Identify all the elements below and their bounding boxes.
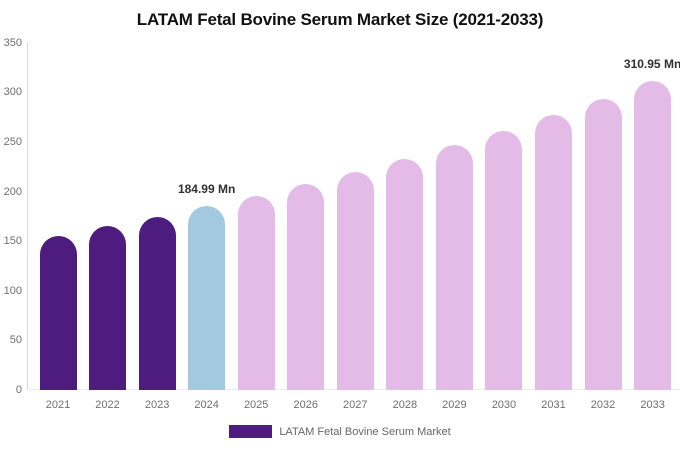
bar-2021[interactable] <box>39 235 77 390</box>
x-tick-label-2031: 2031 <box>541 399 566 411</box>
y-tick-label-50: 50 <box>9 334 22 347</box>
legend-label: LATAM Fetal Bovine Serum Market <box>279 425 451 438</box>
bar-2029[interactable] <box>435 145 473 390</box>
bar-2032[interactable] <box>584 98 622 390</box>
bar-2024[interactable] <box>188 206 226 390</box>
bar-2022[interactable] <box>89 226 127 390</box>
x-tick-label-2030: 2030 <box>491 399 517 411</box>
x-tick-label-2028: 2028 <box>392 399 418 411</box>
y-tick-label-200: 200 <box>3 185 22 198</box>
bar-2033[interactable] <box>634 81 672 390</box>
bar-2023[interactable] <box>138 216 176 390</box>
x-tick-label-2021: 2021 <box>45 399 71 411</box>
x-tick-label-2029: 2029 <box>442 399 467 411</box>
bar-2026[interactable] <box>287 184 325 390</box>
x-tick-label-2025: 2025 <box>243 399 269 411</box>
bar-2031[interactable] <box>535 115 572 390</box>
data-label-2033: 310.95 Mn <box>623 57 680 72</box>
x-tick-label-2023: 2023 <box>144 399 170 411</box>
y-axis-line <box>27 43 28 390</box>
y-tick-label-0: 0 <box>15 384 22 396</box>
x-tick-label-2033: 2033 <box>640 399 665 411</box>
bar-2030[interactable] <box>485 130 523 390</box>
x-tick-label-2024: 2024 <box>194 399 219 411</box>
bar-2025[interactable] <box>237 195 275 390</box>
x-tick-label-2022: 2022 <box>95 399 120 411</box>
chart-title: LATAM Fetal Bovine Serum Market Size (20… <box>136 10 544 29</box>
y-tick-label-300: 300 <box>3 86 22 99</box>
bar-2028[interactable] <box>386 158 424 390</box>
y-tick-label-250: 250 <box>3 135 22 148</box>
data-label-2024: 184.99 Mn <box>177 182 236 197</box>
y-tick-label-100: 100 <box>3 284 22 297</box>
bar-2027[interactable] <box>336 171 374 390</box>
x-tick-label-2026: 2026 <box>293 399 318 411</box>
legend-item[interactable]: LATAM Fetal Bovine Serum Market <box>0 425 680 438</box>
x-tick-label-2027: 2027 <box>343 399 368 411</box>
legend-swatch <box>229 425 273 438</box>
x-tick-label-2032: 2032 <box>590 399 616 411</box>
y-tick-label-150: 150 <box>3 235 22 248</box>
y-tick-label-350: 350 <box>3 36 22 49</box>
